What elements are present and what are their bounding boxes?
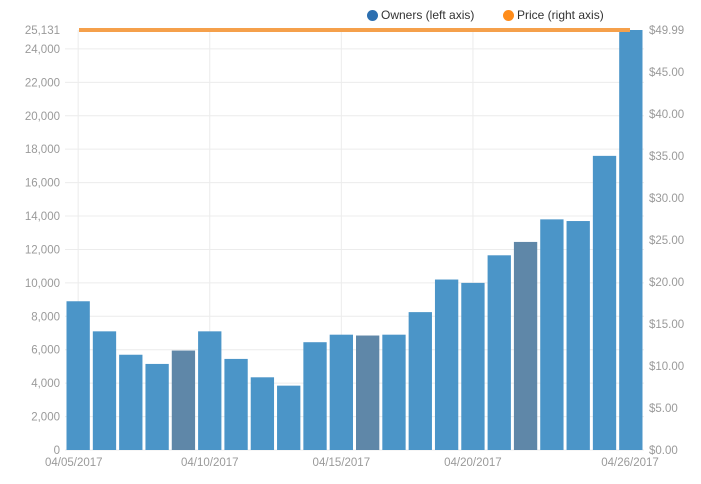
left-tick-label-4-000: 4,000 [31,378,60,390]
left-tick-label-24-000: 24,000 [25,44,60,56]
right-tick-label-15-00: $15.00 [649,319,684,331]
right-tick-label-5-00: $5.00 [649,403,678,415]
x-tick-label-04-26-2017: 04/26/2017 [601,457,659,469]
owners-bar-04-26-2017 [619,30,643,450]
right-tick-label-45-00: $45.00 [649,67,684,79]
left-tick-label-18-000: 18,000 [25,144,60,156]
price-legend-dot-icon [503,9,514,21]
x-tick-label-04-20-2017: 04/20/2017 [444,457,502,469]
left-axis-max-label: 25,131 [25,25,60,37]
owners-bar-04-15-2017 [329,334,353,450]
x-tick-label-04-15-2017: 04/15/2017 [313,457,371,469]
left-tick-label-22-000: 22,000 [25,77,60,89]
owners-bar-04-10-2017 [198,331,222,450]
owners-bar-04-11-2017 [224,358,248,450]
right-tick-label-40-00: $40.00 [649,109,684,121]
left-tick-label-0: 0 [54,445,60,457]
owners-bar-04-16-2017 [356,335,380,450]
owners-bar-04-13-2017 [277,385,301,450]
owners-bar-04-05-2017 [66,301,90,450]
owners-bar-04-19-2017 [434,279,459,450]
left-tick-label-2-000: 2,000 [31,412,60,424]
x-tick-label-04-10-2017: 04/10/2017 [181,457,239,469]
x-axis-ticks: 04/05/2017 04/10/2017 04/15/2017 04/20/2017… [45,457,659,469]
left-tick-label-6-000: 6,000 [31,345,60,357]
owners-bar-04-20-2017 [461,282,485,450]
owners-legend-dot-icon [367,9,378,21]
owners-bar-04-12-2017 [250,377,275,450]
left-tick-label-14-000: 14,000 [25,211,60,223]
left-tick-label-20-000: 20,000 [25,111,60,123]
legend-owners[interactable]: Owners (left axis) [367,8,474,22]
owners-bar-04-17-2017 [382,334,406,450]
owners-bar-04-21-2017 [487,255,511,450]
owners-bar-04-23-2017 [540,219,564,450]
left-tick-label-8-000: 8,000 [31,311,60,323]
right-axis-ticks: $0.00 $5.00 $10.00 $15.00 $20.00 $25.00 $30.00… [649,25,684,457]
owners-bar-04-08-2017 [145,363,169,450]
owners-bar-04-14-2017 [303,342,327,450]
owners-bars [66,30,643,451]
right-tick-label-35-00: $35.00 [649,151,684,163]
owners-bar-04-18-2017 [408,312,432,450]
left-tick-label-12-000: 12,000 [25,244,60,256]
owners-bar-04-07-2017 [119,354,143,450]
right-tick-label-49-99: $49.99 [649,25,684,37]
owners-bar-04-09-2017 [171,350,196,450]
legend-price-label: Price (right axis) [517,8,604,22]
left-tick-label-10-000: 10,000 [25,278,60,290]
owners-bar-04-06-2017 [92,331,117,450]
right-tick-label-25-00: $25.00 [649,235,684,247]
right-tick-label-20-00: $20.00 [649,277,684,289]
left-tick-label-16-000: 16,000 [25,178,60,190]
right-tick-label-30-00: $30.00 [649,193,684,205]
x-tick-label-04-05-2017: 04/05/2017 [45,457,103,469]
owners-bar-04-24-2017 [566,221,590,450]
right-tick-label-0-00: $0.00 [649,445,678,457]
owners-bar-04-25-2017 [592,155,617,451]
right-tick-label-10-00: $10.00 [649,361,684,373]
legend-owners-label: Owners (left axis) [381,8,475,22]
left-axis-ticks: 0 2,000 4,000 6,000 8,000 10,000 12,000 14,000 1… [25,25,60,457]
legend-price[interactable]: Price (right axis) [503,8,604,22]
owners-bar-04-22-2017 [513,241,538,450]
